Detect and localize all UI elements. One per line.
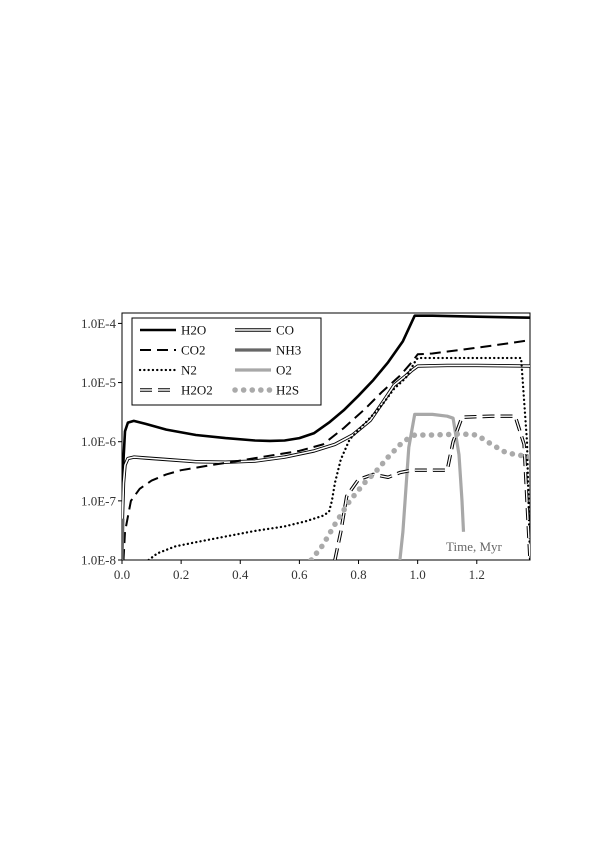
legend-label-co: CO xyxy=(276,323,294,338)
time-annotation: Time, Myr xyxy=(446,539,503,554)
x-tick-label: 0.8 xyxy=(350,567,366,582)
line-co-inner xyxy=(122,364,530,532)
series-h2s xyxy=(308,431,530,560)
legend-label-nh3: NH3 xyxy=(276,343,301,358)
axes xyxy=(121,312,531,561)
series-n2 xyxy=(147,356,530,560)
plot-frame xyxy=(121,312,531,561)
x-tick-label: 0.6 xyxy=(291,567,308,582)
series-layer xyxy=(122,314,530,560)
series-h2o xyxy=(122,314,530,532)
line-nh3 xyxy=(122,518,125,560)
legend-item-h2o2: H2O2 xyxy=(140,383,213,398)
x-tick-label: 0.2 xyxy=(173,567,189,582)
series-h2o2 xyxy=(333,414,530,560)
series-nh3 xyxy=(122,518,125,560)
legend-label-h2o2: H2O2 xyxy=(181,383,213,398)
line-h2o xyxy=(122,314,530,532)
legend-label-h2s: H2S xyxy=(276,383,299,398)
legend-item-h2o: H2O xyxy=(140,323,206,338)
legend-label-o2: O2 xyxy=(276,363,292,378)
legend-item-o2: O2 xyxy=(235,363,292,378)
line-n2 xyxy=(147,356,530,560)
y-tick-label: 1.0E-5 xyxy=(81,375,116,390)
legend-item-co2: CO2 xyxy=(140,343,206,358)
legend-item-n2: N2 xyxy=(138,363,197,378)
line-h2o2-inner xyxy=(334,415,530,560)
y-tick-label: 1.0E-8 xyxy=(81,553,116,568)
line-h2s xyxy=(308,431,530,560)
legend-item-co: CO xyxy=(235,323,294,338)
y-tick-label: 1.0E-6 xyxy=(81,434,117,449)
tick-labels: 0.0 0.2 0.4 0.6 0.8 1.0 1.2 1.0E-8 1.0E-7 1.0E-6 1… xyxy=(81,316,485,582)
x-tick-label: 0.0 xyxy=(114,567,130,582)
legend: H2O CO CO2 NH3 N2 O2 H2O2 H2S xyxy=(131,317,322,406)
x-tick-label: 1.2 xyxy=(469,567,485,582)
x-tick-label: 1.0 xyxy=(410,567,426,582)
y-tick-label: 1.0E-7 xyxy=(81,493,117,508)
y-tick-label: 1.0E-4 xyxy=(81,316,117,331)
series-co xyxy=(122,363,530,532)
legend-label-h2o: H2O xyxy=(181,323,206,338)
legend-label-n2: N2 xyxy=(181,363,197,378)
legend-item-h2s: H2S xyxy=(232,383,299,398)
x-tick-label: 0.4 xyxy=(232,567,249,582)
legend-label-co2: CO2 xyxy=(181,343,206,358)
legend-item-nh3: NH3 xyxy=(235,343,301,358)
line-o2 xyxy=(398,412,466,560)
series-o2 xyxy=(398,412,466,560)
